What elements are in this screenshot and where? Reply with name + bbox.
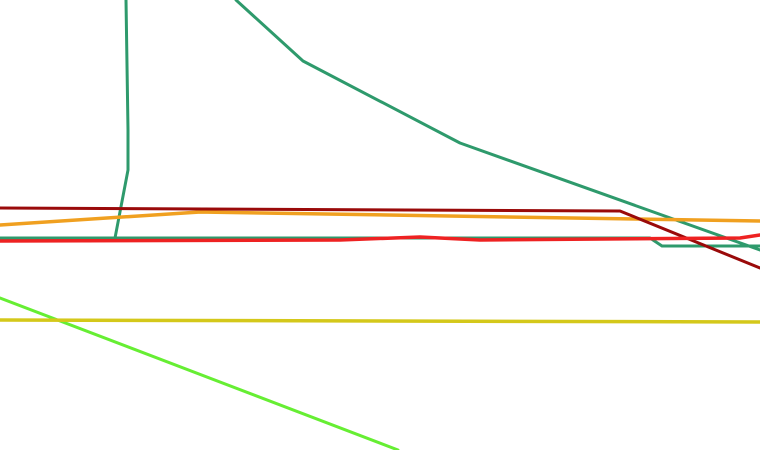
road-dark-red [0,206,760,270]
road-red [0,233,760,243]
road-light-green [0,296,400,450]
road-green-horizontal [0,236,760,248]
road-green-diagonal [234,0,760,252]
road-green-vertical [113,0,130,240]
road-orange [0,210,760,227]
road-yellow [0,318,760,324]
